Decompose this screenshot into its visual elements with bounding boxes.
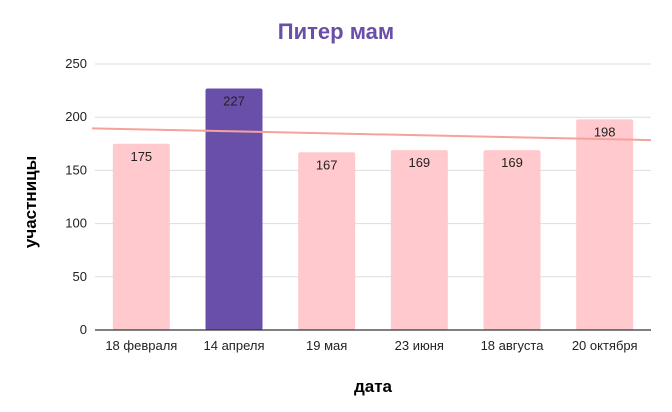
bar: [298, 152, 356, 330]
x-tick-label: 19 мая: [306, 338, 347, 353]
y-tick-label: 250: [65, 56, 87, 71]
bar: [390, 150, 448, 330]
y-tick-label: 200: [65, 109, 87, 124]
x-tick-label: 20 октября: [572, 338, 638, 353]
trendline: [91, 127, 652, 142]
x-tick-label: 18 августа: [481, 338, 545, 353]
y-tick-label: 100: [65, 216, 87, 231]
bars: 175 227 167 169 169 198: [112, 88, 634, 330]
y-tick-label: 0: [80, 322, 87, 337]
data-label: 198: [594, 124, 616, 139]
data-label: 169: [408, 155, 430, 170]
x-tick-label: 14 апреля: [204, 338, 265, 353]
x-tick-label: 18 февраля: [105, 338, 177, 353]
y-tick-label: 150: [65, 162, 87, 177]
bar: [112, 143, 170, 330]
y-tick-label: 50: [73, 269, 87, 284]
y-axis-title: участницы: [21, 156, 40, 248]
x-axis-title: дата: [354, 377, 393, 396]
x-tick-label: 23 июня: [395, 338, 444, 353]
data-label: 169: [501, 155, 523, 170]
data-label: 167: [316, 157, 338, 172]
bar: [483, 150, 541, 330]
chart-title: Питер мам: [278, 19, 394, 44]
x-axis-ticks: 18 февраля 14 апреля 19 мая 23 июня 18 авгус…: [105, 338, 637, 353]
data-label: 175: [130, 149, 152, 164]
y-axis-ticks: 0 50 100 150 200 250: [65, 56, 87, 337]
bar: [205, 88, 263, 330]
gridlines: [95, 63, 651, 278]
bar: [576, 119, 634, 330]
data-label: 227: [223, 93, 245, 108]
